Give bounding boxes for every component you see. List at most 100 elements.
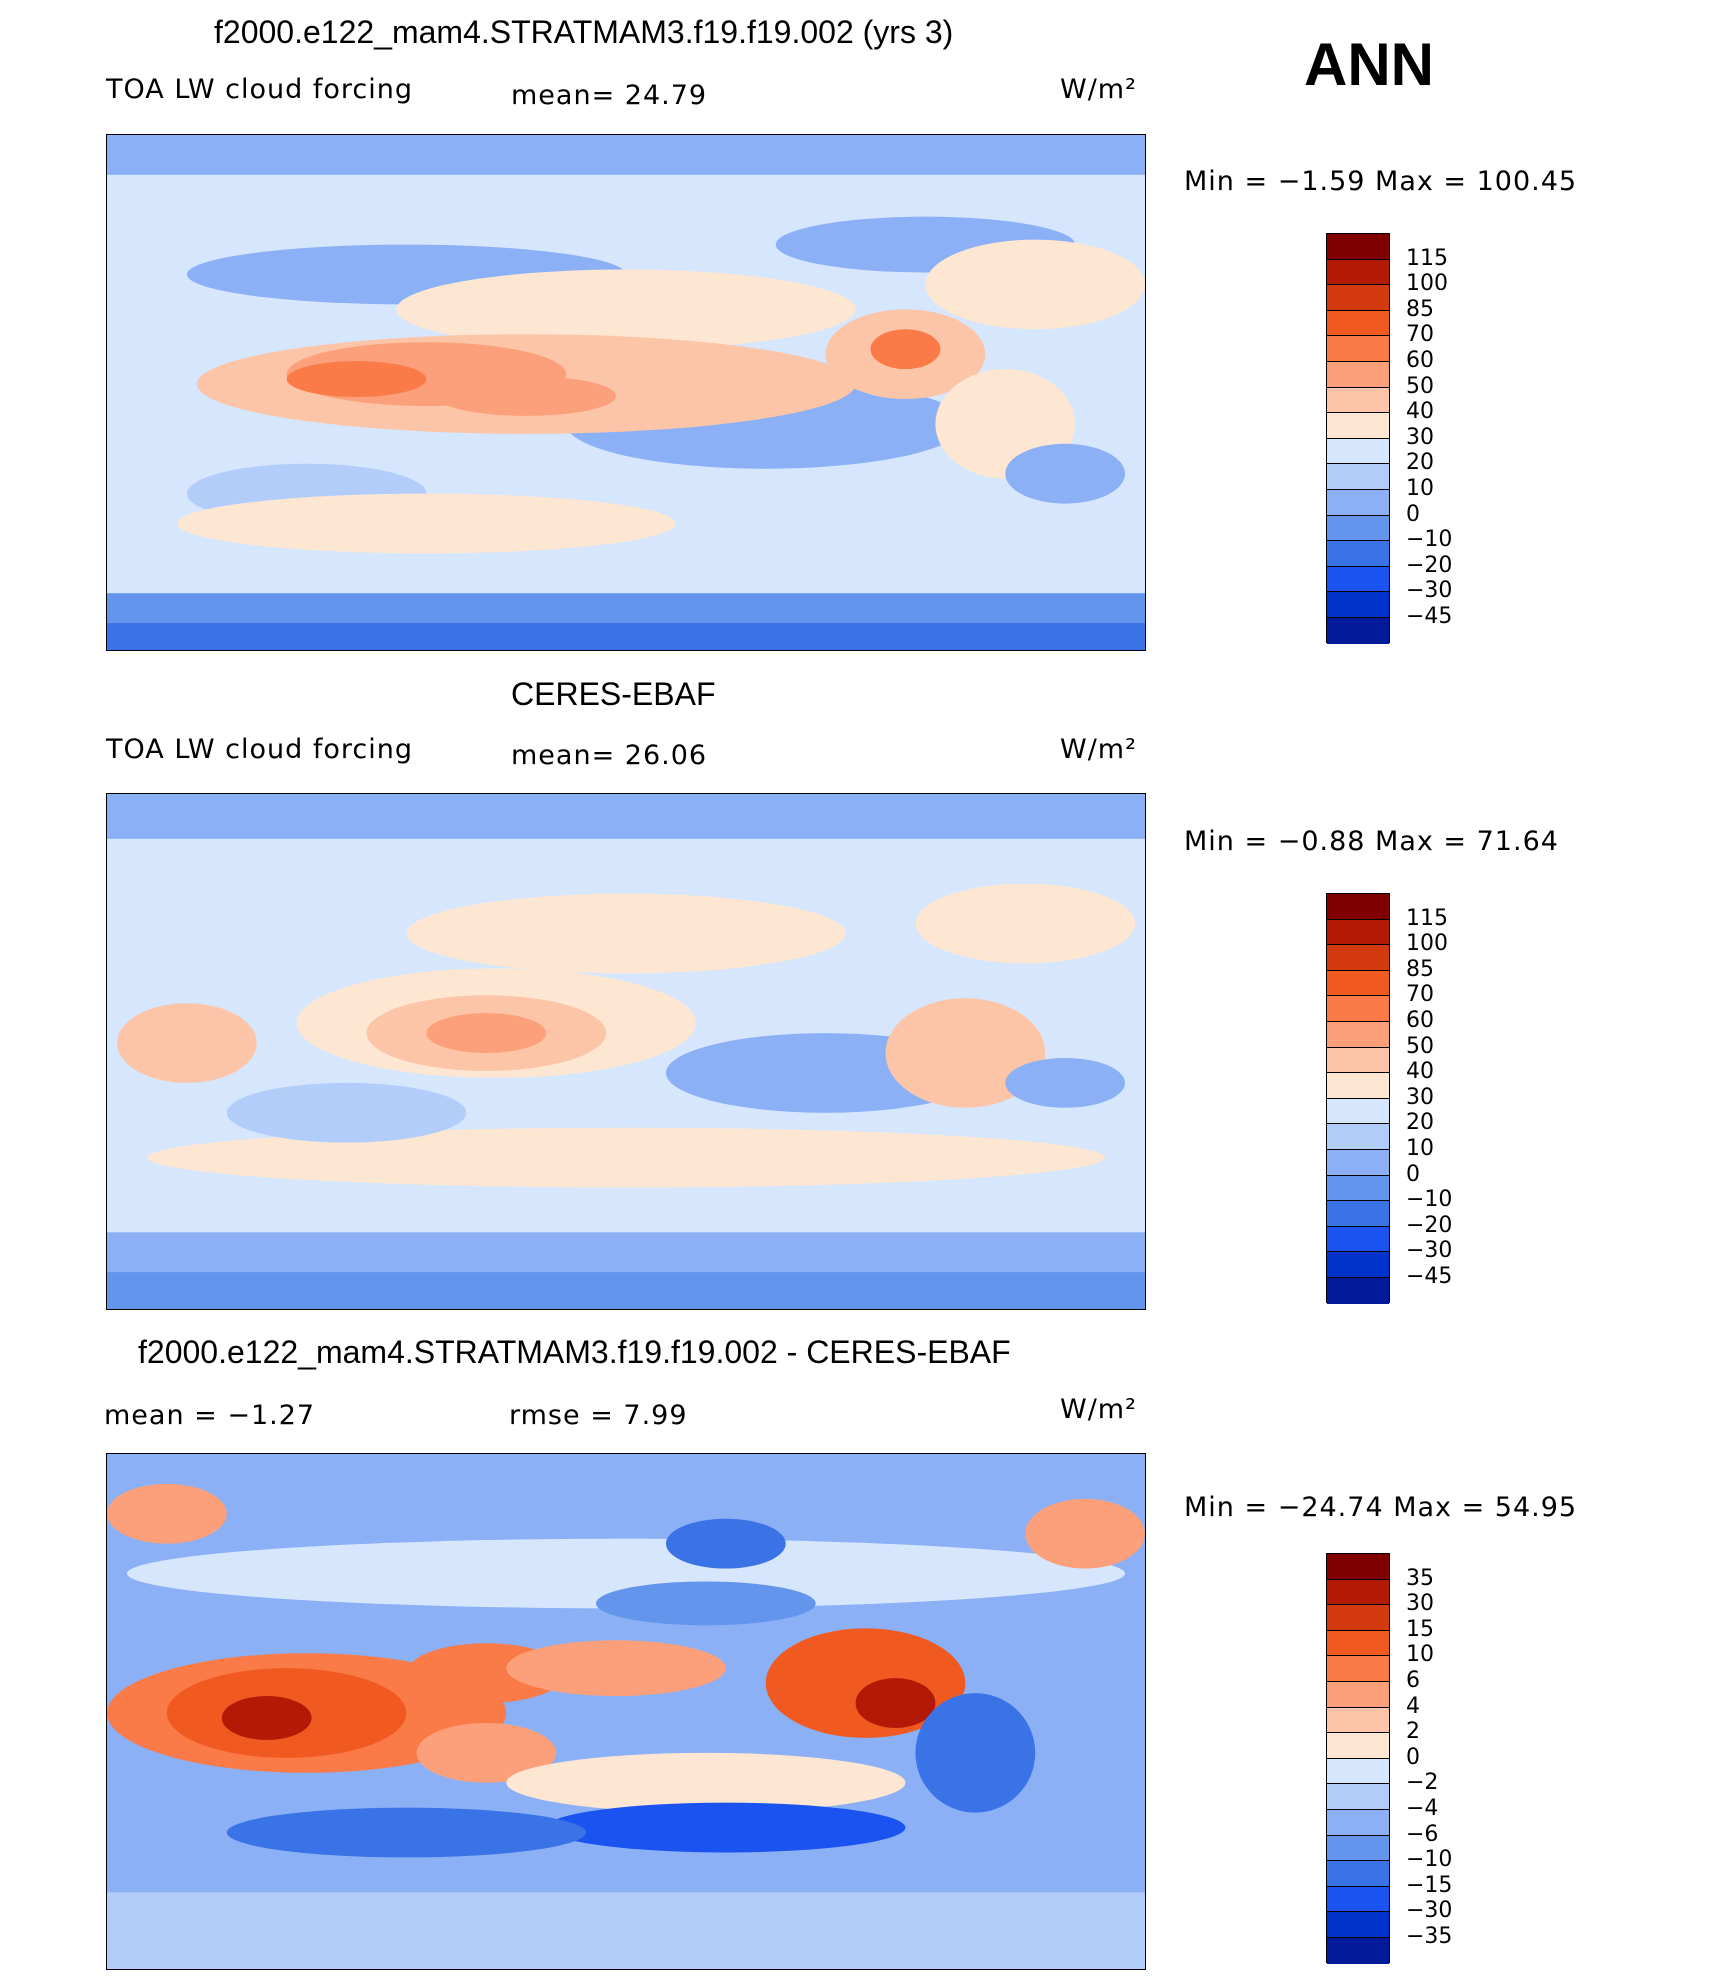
colorbar-level-label: 115 xyxy=(1406,245,1448,271)
colorbar-swatch xyxy=(1327,1681,1389,1708)
colorbar-level-label: 60 xyxy=(1406,348,1434,373)
colorbar-swatch xyxy=(1327,1073,1389,1099)
season-label: ANN xyxy=(1304,31,1434,98)
panel-1-min-max: Min = −1.59 Max = 100.45 xyxy=(1184,166,1578,197)
colorbar-swatch xyxy=(1327,919,1389,946)
colorbar-swatch xyxy=(1327,1047,1389,1074)
colorbar-swatch xyxy=(1327,1912,1389,1938)
colorbar-level-label: 50 xyxy=(1406,373,1434,399)
colorbar-level-label: −2 xyxy=(1406,1770,1439,1796)
panel-1-mean: mean= 24.79 xyxy=(511,80,708,111)
colorbar-swatch xyxy=(1327,1201,1389,1227)
colorbar-level-label: 20 xyxy=(1406,1110,1434,1136)
colorbar-level-label: 40 xyxy=(1406,1059,1434,1085)
panel-2-units: W/m² xyxy=(1060,734,1137,765)
colorbar-swatch xyxy=(1327,285,1389,311)
colorbar-level-label: 40 xyxy=(1406,399,1434,425)
colorbar-level-label: 15 xyxy=(1406,1616,1434,1642)
panel-2-variable: TOA LW cloud forcing xyxy=(106,734,413,765)
colorbar-swatch xyxy=(1327,361,1389,388)
colorbar-level-label: −20 xyxy=(1406,1212,1453,1238)
colorbar-level-label: 10 xyxy=(1406,476,1434,501)
colorbar-level-label: 6 xyxy=(1406,1668,1420,1693)
colorbar-swatch xyxy=(1327,1809,1389,1836)
panel-3-colorbar-swatches xyxy=(1326,1553,1390,1964)
colorbar-swatch xyxy=(1327,1124,1389,1150)
colorbar-level-label: −45 xyxy=(1406,1264,1453,1289)
colorbar-swatch xyxy=(1327,945,1389,971)
colorbar-swatch xyxy=(1327,617,1389,644)
colorbar-level-label: 10 xyxy=(1406,1136,1434,1161)
colorbar-swatch xyxy=(1327,1758,1389,1785)
colorbar-level-label: −35 xyxy=(1406,1924,1453,1949)
colorbar-level-label: −6 xyxy=(1406,1821,1439,1847)
colorbar-swatch xyxy=(1327,970,1389,997)
panel-2-mean: mean= 26.06 xyxy=(511,740,708,771)
colorbar-level-label: −30 xyxy=(1406,1238,1453,1264)
colorbar-level-label: 30 xyxy=(1406,1591,1434,1617)
colorbar-level-label: 60 xyxy=(1406,1008,1434,1033)
colorbar-level-label: −45 xyxy=(1406,604,1453,629)
colorbar-level-label: 0 xyxy=(1406,1161,1420,1187)
colorbar-swatch xyxy=(1327,438,1389,465)
colorbar-swatch xyxy=(1327,1656,1389,1682)
colorbar-swatch xyxy=(1327,1252,1389,1278)
colorbar-swatch xyxy=(1327,1175,1389,1202)
colorbar-swatch xyxy=(1327,310,1389,337)
colorbar-swatch xyxy=(1327,1835,1389,1862)
panel-1-variable: TOA LW cloud forcing xyxy=(106,74,413,105)
colorbar-level-label: −4 xyxy=(1406,1796,1439,1821)
colorbar-swatch xyxy=(1327,234,1389,260)
colorbar-level-label: 85 xyxy=(1406,296,1434,322)
colorbar-level-label: −30 xyxy=(1406,1898,1453,1924)
panel-3-title: f2000.e122_mam4.STRATMAM3.f19.f19.002 - … xyxy=(138,1334,1011,1370)
colorbar-swatch xyxy=(1327,1098,1389,1125)
colorbar-swatch xyxy=(1327,336,1389,362)
panel-2-title: CERES-EBAF xyxy=(511,676,716,712)
panel-3-rmse: rmse = 7.99 xyxy=(509,1400,688,1431)
colorbar-swatch xyxy=(1327,1226,1389,1253)
colorbar-swatch xyxy=(1327,1937,1389,1964)
colorbar-level-label: 10 xyxy=(1406,1642,1434,1668)
colorbar-level-label: 0 xyxy=(1406,501,1420,527)
colorbar-level-label: 30 xyxy=(1406,424,1434,450)
colorbar-swatch xyxy=(1327,1605,1389,1631)
colorbar-level-label: 70 xyxy=(1406,982,1434,1008)
colorbar-swatch xyxy=(1327,464,1389,490)
colorbar-level-label: −10 xyxy=(1406,527,1453,553)
panel-1-map xyxy=(106,134,1146,651)
panel-2-map xyxy=(106,793,1146,1310)
colorbar-level-label: 20 xyxy=(1406,450,1434,476)
colorbar-level-label: 4 xyxy=(1406,1693,1420,1719)
colorbar-level-label: 2 xyxy=(1406,1719,1420,1745)
colorbar-swatch xyxy=(1327,413,1389,439)
colorbar-swatch xyxy=(1327,489,1389,516)
colorbar-swatch xyxy=(1327,541,1389,567)
panel-3-min-max: Min = −24.74 Max = 54.95 xyxy=(1184,1492,1578,1523)
colorbar-swatch xyxy=(1327,1733,1389,1759)
colorbar-level-label: 35 xyxy=(1406,1565,1434,1591)
colorbar-level-label: −10 xyxy=(1406,1187,1453,1213)
colorbar-swatch xyxy=(1327,515,1389,542)
colorbar-swatch xyxy=(1327,1579,1389,1606)
colorbar-swatch xyxy=(1327,1707,1389,1734)
panel-2-contour-field xyxy=(107,794,1145,1309)
colorbar-swatch xyxy=(1327,592,1389,618)
colorbar-level-label: −20 xyxy=(1406,552,1453,578)
colorbar-level-label: −30 xyxy=(1406,578,1453,604)
colorbar-swatch xyxy=(1327,1886,1389,1913)
panel-3-mean: mean = −1.27 xyxy=(104,1400,316,1431)
panel-1-colorbar-swatches xyxy=(1326,233,1390,644)
colorbar-swatch xyxy=(1327,1784,1389,1810)
panel-2-colorbar-swatches xyxy=(1326,893,1390,1304)
panel-2-min-max: Min = −0.88 Max = 71.64 xyxy=(1184,826,1559,857)
colorbar-level-label: 30 xyxy=(1406,1084,1434,1110)
colorbar-swatch xyxy=(1327,566,1389,593)
colorbar-level-label: 100 xyxy=(1406,931,1448,957)
colorbar-swatch xyxy=(1327,259,1389,286)
colorbar-swatch xyxy=(1327,1021,1389,1048)
panel-3-contour-field xyxy=(107,1454,1145,1969)
colorbar-swatch xyxy=(1327,996,1389,1022)
colorbar-swatch xyxy=(1327,1554,1389,1580)
colorbar-level-label: 85 xyxy=(1406,956,1434,982)
